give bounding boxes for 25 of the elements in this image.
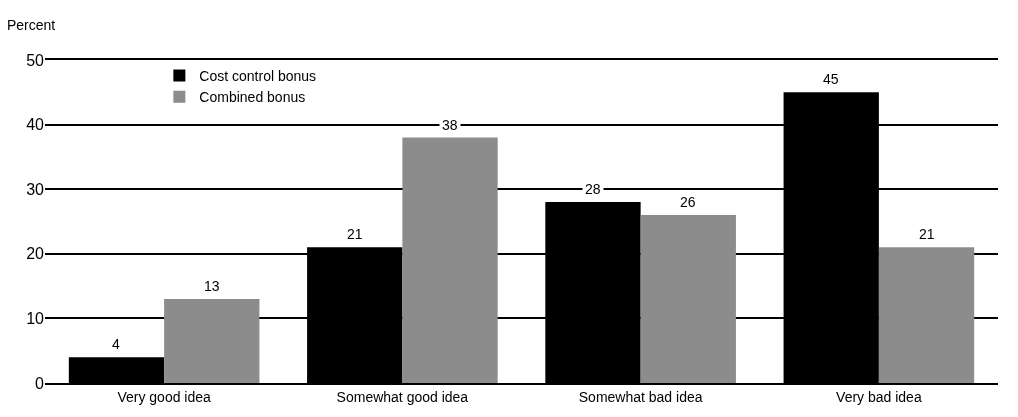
x-tick-label: Somewhat good idea [336, 388, 469, 405]
y-axis-title: Percent [7, 17, 56, 33]
data-label: 26 [680, 194, 696, 210]
bar [402, 137, 498, 383]
y-tick-label: 30 [26, 180, 45, 198]
data-label: 28 [585, 181, 601, 197]
data-label: 38 [442, 117, 458, 133]
y-tick-label: 40 [26, 116, 45, 134]
x-tick-label: Very bad idea [836, 388, 922, 405]
y-tick-label: 0 [35, 374, 45, 392]
bar [878, 247, 975, 383]
legend-label: Cost control bonus [199, 68, 317, 85]
data-label: 4 [112, 336, 120, 352]
y-tick-label: 10 [26, 310, 45, 327]
x-tick-label: Very good idea [117, 388, 212, 405]
x-tick-label: Somewhat bad idea [578, 388, 703, 405]
legend-label: Combined bonus [199, 89, 306, 106]
bar [640, 215, 736, 383]
data-label: 45 [823, 71, 839, 87]
data-label: 21 [347, 226, 363, 242]
data-label: 21 [919, 226, 935, 242]
data-label: 13 [204, 278, 220, 294]
y-tick-label: 20 [26, 245, 45, 263]
bar [164, 299, 260, 383]
y-tick-label: 50 [26, 51, 45, 69]
